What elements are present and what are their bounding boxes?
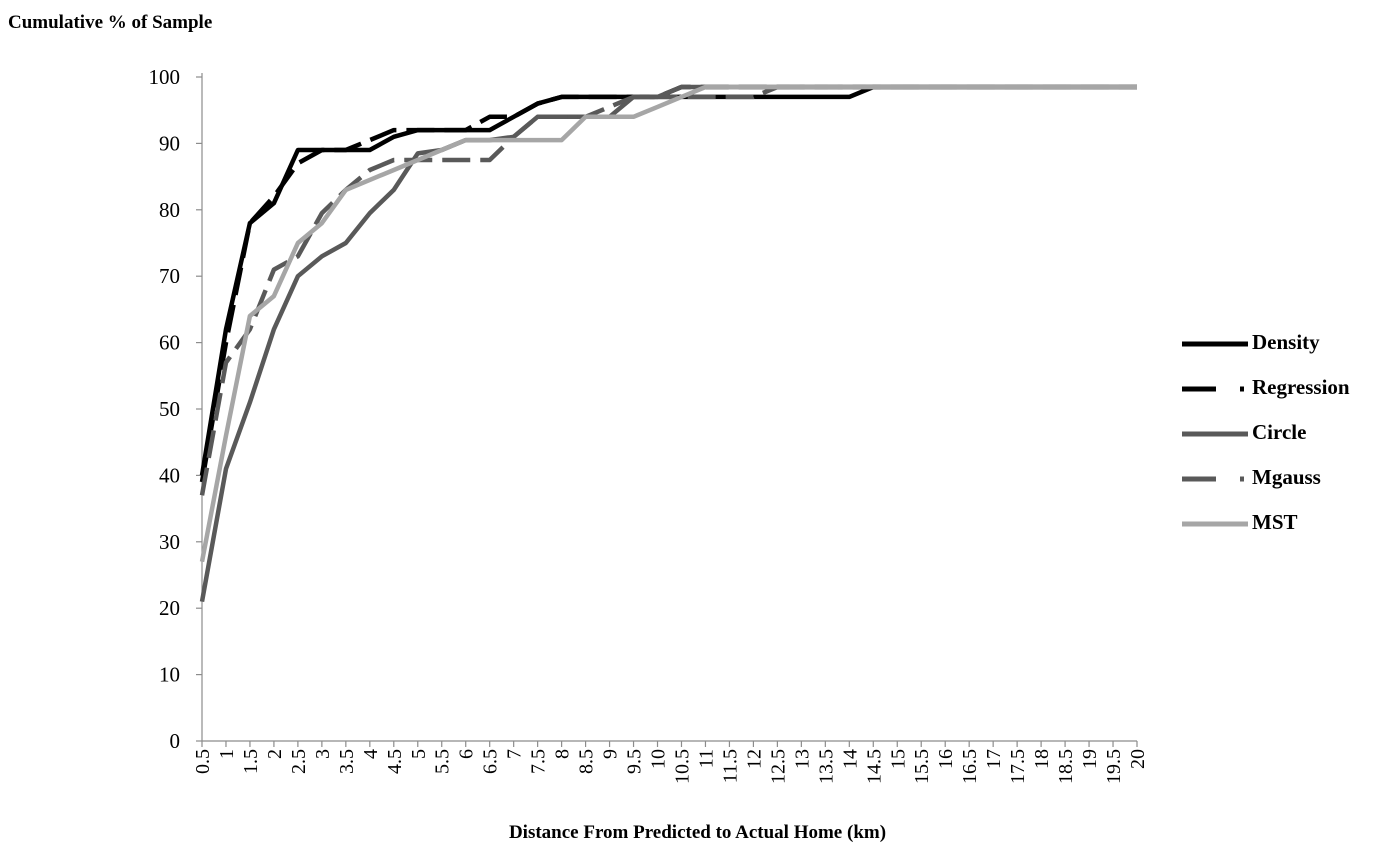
x-tick-label: 1.5 bbox=[240, 749, 262, 774]
x-tick-label: 10 bbox=[648, 749, 670, 769]
legend-label: MST bbox=[1252, 510, 1298, 534]
x-tick-label: 5 bbox=[408, 749, 430, 759]
legend-swatch bbox=[1182, 431, 1248, 437]
x-tick-label: 17.5 bbox=[1007, 749, 1029, 784]
legend-item-density: Density bbox=[1180, 330, 1395, 375]
x-tick-label: 16 bbox=[935, 749, 957, 769]
x-tick-label: 2 bbox=[264, 749, 286, 759]
x-tick-label: 3 bbox=[312, 749, 334, 759]
x-tick-label: 13.5 bbox=[815, 749, 837, 784]
y-tick-label: 70 bbox=[159, 264, 180, 288]
y-tick-label: 50 bbox=[159, 397, 180, 421]
y-tick-label: 30 bbox=[159, 530, 180, 554]
legend-item-regression: Regression bbox=[1180, 375, 1395, 420]
x-tick-label: 5.5 bbox=[432, 749, 454, 774]
legend-label: Density bbox=[1252, 330, 1320, 354]
x-tick-label: 8.5 bbox=[576, 749, 598, 774]
legend-item-mst: MST bbox=[1180, 510, 1395, 555]
y-tick-label: 20 bbox=[159, 596, 180, 620]
x-tick-label: 15.5 bbox=[911, 749, 933, 784]
x-tick-label: 16.5 bbox=[959, 749, 981, 784]
y-tick-label: 0 bbox=[170, 729, 181, 753]
legend-label: Mgauss bbox=[1252, 465, 1321, 489]
x-tick-label: 2.5 bbox=[288, 749, 310, 774]
x-tick-label: 6 bbox=[456, 749, 478, 759]
x-tick-label: 11.5 bbox=[719, 749, 741, 783]
legend-label: Circle bbox=[1252, 420, 1307, 444]
series-line-mst bbox=[199, 84, 1137, 563]
legend-item-mgauss: Mgauss bbox=[1180, 465, 1395, 510]
x-tick-label: 1 bbox=[216, 749, 238, 759]
x-tick-label: 7.5 bbox=[528, 749, 550, 774]
legend-swatch bbox=[1182, 341, 1248, 347]
y-tick-label: 100 bbox=[149, 65, 181, 89]
x-tick-label: 11 bbox=[695, 749, 717, 768]
legend: Density Regression Circle Mgauss MST bbox=[1180, 330, 1395, 555]
x-tick-label: 0.5 bbox=[192, 749, 214, 774]
legend-swatch bbox=[1182, 476, 1248, 482]
x-tick-label: 13 bbox=[791, 749, 813, 769]
x-tick-label: 20 bbox=[1127, 749, 1149, 769]
x-tick-label: 14 bbox=[839, 749, 861, 769]
x-tick-label: 9 bbox=[600, 749, 622, 759]
legend-item-circle: Circle bbox=[1180, 420, 1395, 465]
x-tick-label: 12 bbox=[743, 749, 765, 769]
y-tick-label: 90 bbox=[159, 131, 180, 155]
y-tick-label: 60 bbox=[159, 331, 180, 355]
x-axis-title: Distance From Predicted to Actual Home (… bbox=[508, 822, 887, 843]
y-tick-label: 40 bbox=[159, 463, 180, 487]
x-tick-label: 8 bbox=[552, 749, 574, 759]
series-line-circle bbox=[199, 84, 1137, 603]
series-line-regression bbox=[199, 84, 1137, 483]
x-tick-label: 18.5 bbox=[1055, 749, 1077, 784]
series-line-mgauss bbox=[199, 84, 1137, 496]
series-line-density bbox=[199, 84, 1137, 476]
x-tick-label: 12.5 bbox=[767, 749, 789, 784]
x-tick-label: 10.5 bbox=[671, 749, 693, 784]
x-tick-label: 3.5 bbox=[336, 749, 358, 774]
x-tick-label: 19 bbox=[1079, 749, 1101, 769]
x-tick-label: 18 bbox=[1031, 749, 1053, 769]
y-tick-label: 80 bbox=[159, 198, 180, 222]
x-tick-label: 15 bbox=[887, 749, 909, 769]
y-tick-label: 10 bbox=[159, 663, 180, 687]
x-tick-label: 6.5 bbox=[480, 749, 502, 774]
legend-label: Regression bbox=[1252, 375, 1350, 399]
x-tick-label: 4 bbox=[360, 749, 382, 759]
x-tick-label: 9.5 bbox=[624, 749, 646, 774]
x-tick-label: 7 bbox=[504, 749, 526, 759]
legend-swatch bbox=[1182, 521, 1248, 527]
y-axis-title: Cumulative % of Sample bbox=[8, 12, 213, 33]
x-tick-label: 14.5 bbox=[863, 749, 885, 784]
x-tick-label: 19.5 bbox=[1103, 749, 1125, 784]
x-tick-label: 17 bbox=[983, 749, 1005, 769]
legend-swatch bbox=[1182, 386, 1248, 392]
x-tick-label: 4.5 bbox=[384, 749, 406, 774]
